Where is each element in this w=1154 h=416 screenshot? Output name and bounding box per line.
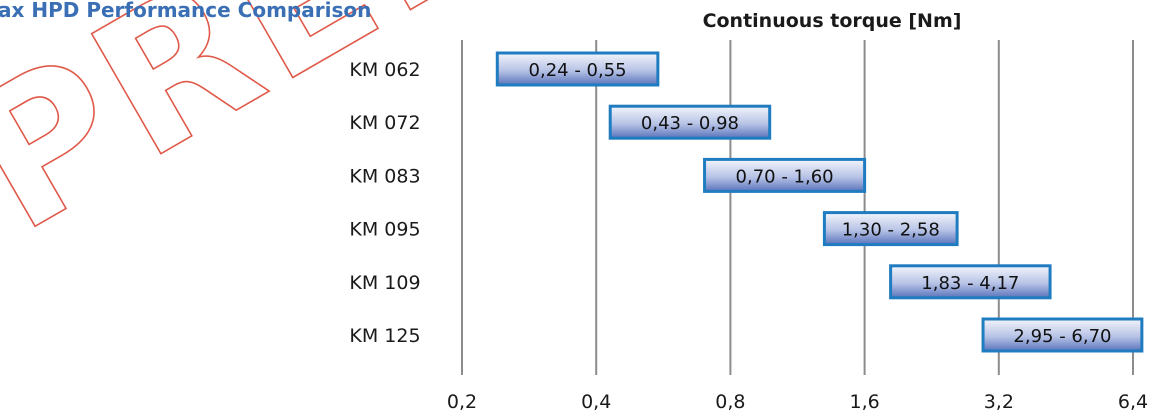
category-label: KM 095	[349, 219, 420, 241]
range-bar	[703, 157, 867, 193]
x-tick-label: 3,2	[984, 391, 1014, 413]
range-bar	[981, 317, 1144, 353]
range-bar	[608, 104, 772, 140]
x-tick-label: 1,6	[849, 391, 879, 413]
x-axis-label: Continuous torque [Nm]	[703, 10, 962, 32]
x-tick-label: 0,4	[581, 391, 611, 413]
bar-value-label: 0,43 - 0,98	[641, 113, 739, 134]
x-tick-label: 0,2	[447, 391, 477, 413]
range-bar	[495, 51, 660, 87]
chart-title: ax HPD Performance Comparison	[0, 0, 371, 22]
category-label: KM 125	[349, 325, 420, 347]
range-bar	[822, 211, 959, 247]
bar-value-label: 0,70 - 1,60	[736, 166, 834, 187]
category-labels: KM 062 KM 072 KM 083 KM 095 KM 109 KM 125	[349, 59, 420, 347]
category-label: KM 109	[349, 272, 420, 294]
category-label: KM 062	[349, 59, 420, 81]
bar-value-label: 1,83 - 4,17	[921, 273, 1019, 294]
x-tick-labels: 0,2 0,4 0,8 1,6 3,2 6,4	[447, 391, 1148, 413]
x-tick-label: 0,8	[715, 391, 745, 413]
bar-value-label: 2,95 - 6,70	[1013, 326, 1111, 347]
category-label: KM 083	[349, 165, 420, 187]
range-bar	[889, 264, 1052, 300]
bar-value-label: 0,24 - 0,55	[529, 60, 627, 81]
category-label: KM 072	[349, 112, 420, 134]
bars: 0,24 - 0,55 0,43 - 0,98 0,70 - 1,60 1,30 - …	[495, 51, 1144, 353]
bar-value-label: 1,30 - 2,58	[842, 220, 940, 241]
x-tick-label: 6,4	[1118, 391, 1148, 413]
